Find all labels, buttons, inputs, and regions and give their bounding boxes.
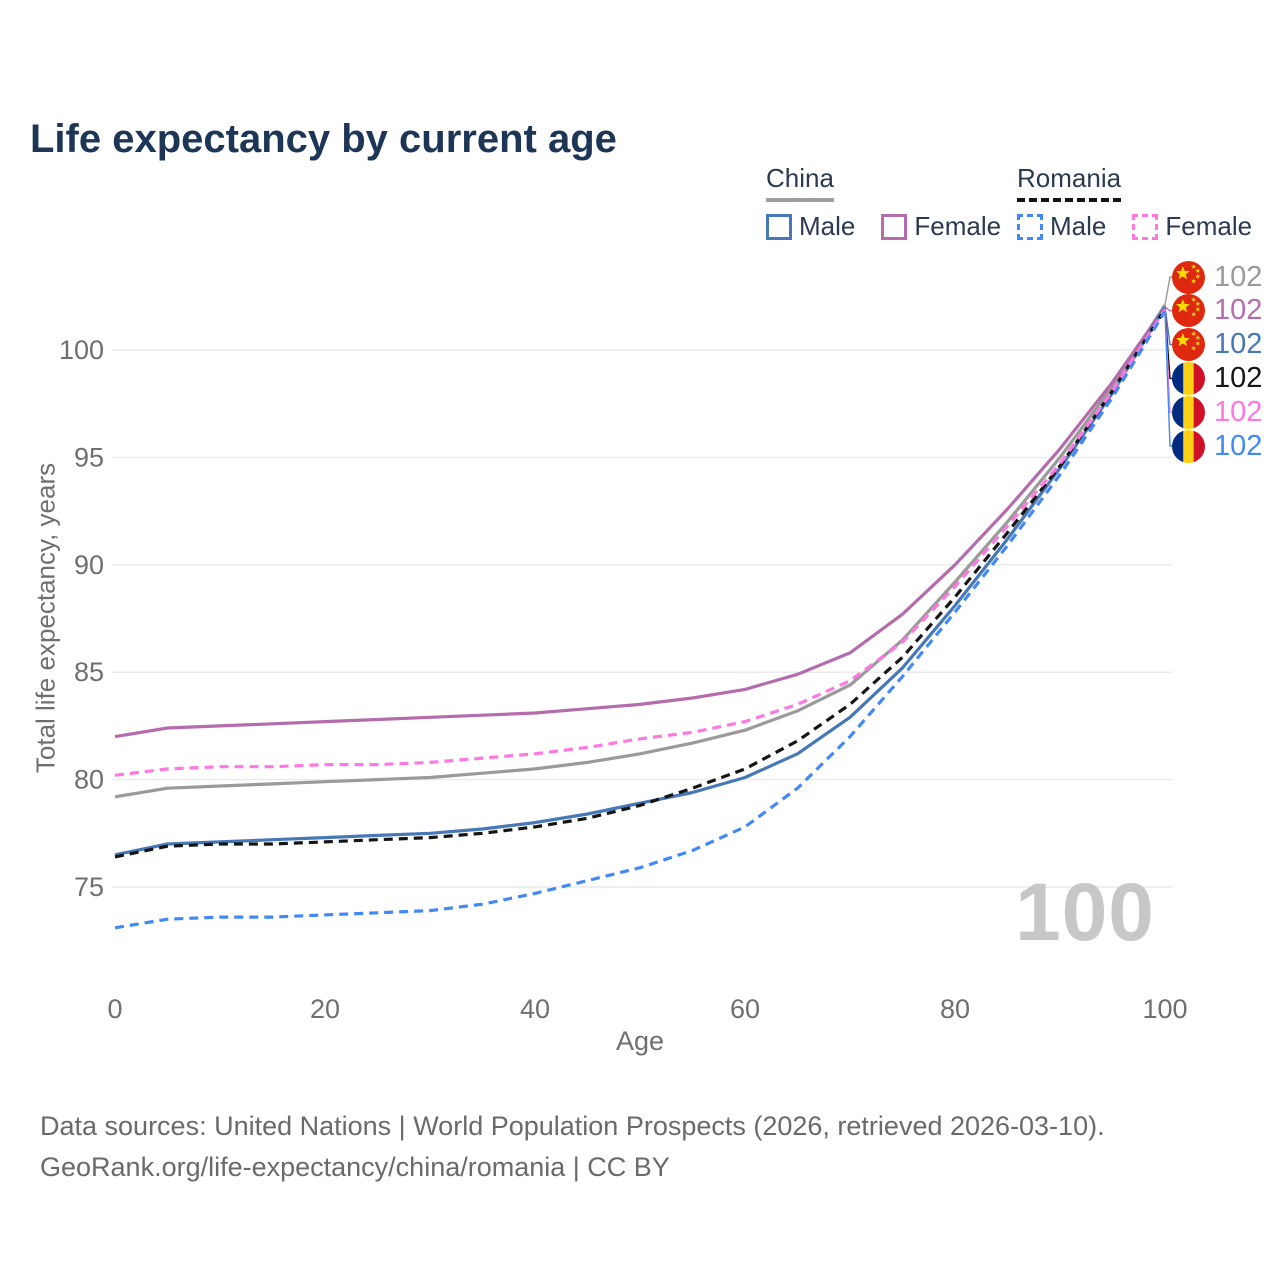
end-value: 102 bbox=[1214, 429, 1263, 462]
end-label-china-0: 102 bbox=[1172, 260, 1262, 294]
y-tick-label-80: 80 bbox=[74, 765, 104, 795]
end-label-china-1: 102 bbox=[1172, 294, 1262, 328]
end-value: 102 bbox=[1214, 361, 1263, 394]
y-tick-label-90: 90 bbox=[74, 550, 104, 580]
china-male-swatch bbox=[766, 213, 792, 240]
y-axis-title: Total life expectancy, years bbox=[30, 462, 61, 774]
legend-label-china-female: Female bbox=[914, 211, 1002, 241]
y-tick-label-95: 95 bbox=[74, 442, 104, 472]
x-tick-label-0: 0 bbox=[107, 994, 122, 1024]
end-value: 102 bbox=[1214, 395, 1263, 428]
legend-items-romania: Male Female bbox=[1017, 211, 1252, 242]
footer-data-sources: Data sources: United Nations | World Pop… bbox=[40, 1111, 1105, 1141]
china-flag-icon bbox=[1172, 260, 1205, 294]
romania-female-swatch bbox=[1132, 213, 1159, 240]
legend-item-china-female[interactable]: Female bbox=[881, 211, 1001, 242]
romania-flag-icon bbox=[1172, 429, 1205, 463]
series-line-romania-female[interactable] bbox=[114, 308, 1167, 777]
legend-item-china-male[interactable]: Male bbox=[766, 211, 855, 242]
x-axis-title: Age bbox=[615, 1026, 665, 1056]
end-value: 102 bbox=[1214, 328, 1263, 361]
series-line-china-male[interactable] bbox=[114, 306, 1167, 857]
legend-label-china-male: Male bbox=[799, 211, 856, 241]
legend-country-romania[interactable]: Romania bbox=[1017, 163, 1122, 202]
china-female-swatch bbox=[881, 213, 908, 240]
series-line-romania-total[interactable] bbox=[114, 308, 1167, 859]
legend-country-china[interactable]: China bbox=[766, 163, 834, 202]
legend-item-romania-male[interactable]: Male bbox=[1017, 211, 1106, 242]
legend-label-romania-male: Male bbox=[1050, 211, 1107, 241]
x-tick-label-20: 20 bbox=[310, 994, 340, 1024]
footer: Data sources: United Nations | World Pop… bbox=[40, 1106, 1105, 1188]
series-line-china-total[interactable] bbox=[114, 304, 1167, 799]
legend-item-romania-female[interactable]: Female bbox=[1132, 211, 1252, 242]
legend-label-romania-female: Female bbox=[1165, 211, 1253, 241]
page-title: Life expectancy by current age bbox=[30, 116, 617, 161]
series-line-romania-male[interactable] bbox=[114, 310, 1167, 930]
footer-attribution: GeoRank.org/life-expectancy/china/romani… bbox=[40, 1152, 670, 1182]
china-flag-icon bbox=[1172, 294, 1205, 328]
romania-flag-icon bbox=[1172, 395, 1205, 429]
china-flag-icon bbox=[1172, 328, 1205, 362]
end-value: 102 bbox=[1214, 294, 1263, 327]
romania-male-swatch bbox=[1017, 213, 1043, 240]
legend-group-romania: Romania Male Female bbox=[1017, 163, 1252, 242]
legend-group-china: China Male Female bbox=[766, 163, 1001, 242]
y-tick-label-100: 100 bbox=[59, 335, 104, 365]
end-label-romania-3: 102 bbox=[1172, 361, 1262, 395]
series-line-china-female[interactable] bbox=[114, 306, 1167, 739]
x-tick-label-40: 40 bbox=[520, 994, 550, 1024]
end-label-china-2: 102 bbox=[1172, 328, 1262, 362]
x-tick-label-80: 80 bbox=[940, 994, 970, 1024]
y-tick-label-75: 75 bbox=[74, 872, 104, 902]
end-value: 102 bbox=[1214, 260, 1263, 293]
current-age-watermark: 100 bbox=[1015, 867, 1155, 958]
y-tick-label-85: 85 bbox=[74, 657, 104, 687]
legend-items-china: Male Female bbox=[766, 211, 1001, 242]
x-tick-label-60: 60 bbox=[730, 994, 760, 1024]
x-tick-label-100: 100 bbox=[1142, 994, 1187, 1024]
end-label-romania-5: 102 bbox=[1172, 429, 1262, 463]
romania-flag-icon bbox=[1172, 361, 1205, 395]
end-label-romania-4: 102 bbox=[1172, 395, 1262, 429]
